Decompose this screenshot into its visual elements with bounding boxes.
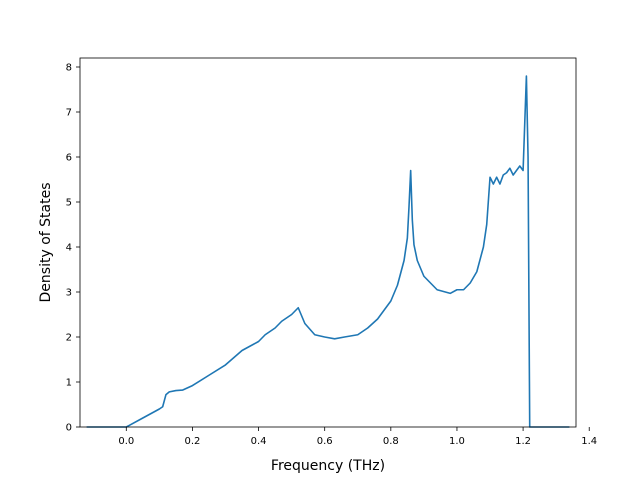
x-tick-label: 0.4: [251, 436, 267, 447]
x-tick-label: 0.8: [383, 436, 399, 447]
x-tick-label: 0.6: [317, 436, 333, 447]
x-tick-label: 1.0: [449, 436, 465, 447]
x-tick-label: 0.0: [118, 436, 134, 447]
y-tick-label: 3: [66, 288, 72, 299]
y-tick-label: 0: [66, 423, 72, 434]
x-tick-label: 1.2: [515, 436, 531, 447]
y-tick-label: 4: [66, 243, 72, 254]
series-line-0: [86, 75, 570, 428]
plot-frame: [79, 57, 577, 428]
x-tick-label: 0.2: [184, 436, 200, 447]
plot-marks: [86, 75, 570, 428]
y-tick-label: 8: [66, 63, 72, 74]
y-tick-label: 2: [66, 333, 72, 344]
y-tick-label: 1: [66, 378, 72, 389]
x-axis-ticks: 0.0 0.2 0.4 0.6 0.8 1.0 1.2 1.4: [118, 427, 597, 447]
y-tick-label: 6: [66, 153, 72, 164]
y-tick-label: 5: [66, 198, 72, 209]
y-axis-label: Density of States: [38, 183, 54, 303]
y-tick-label: 7: [66, 108, 72, 119]
x-axis-label: Frequency (THz): [271, 458, 385, 474]
y-axis-ticks: 0 1 2 3 4 5 6 7 8: [66, 63, 80, 434]
x-tick-label: 1.4: [581, 436, 597, 447]
